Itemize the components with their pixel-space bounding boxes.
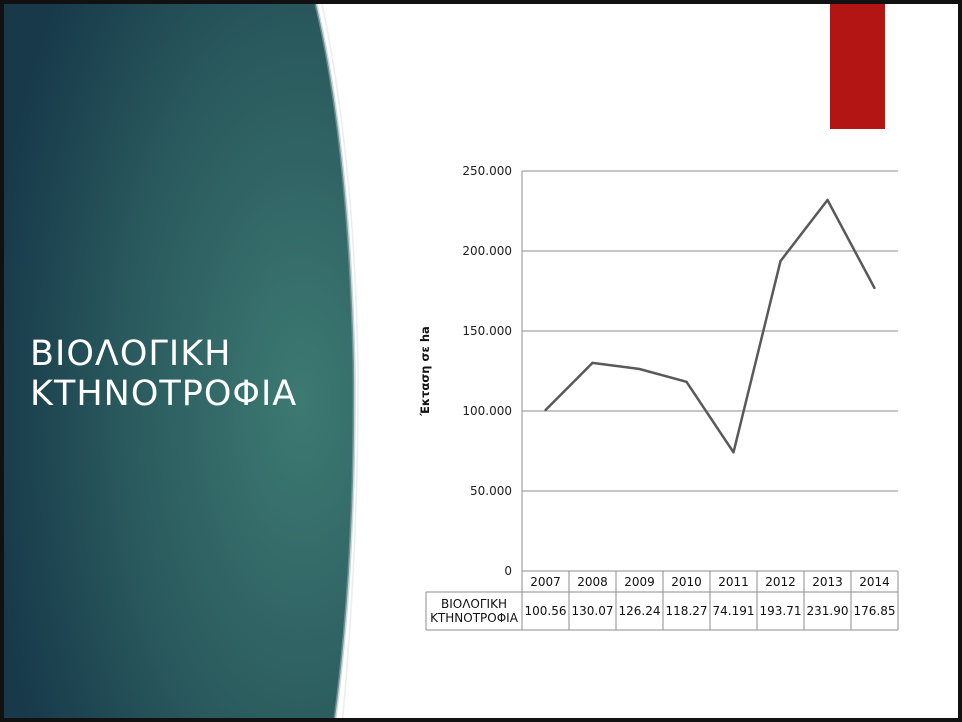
table-value-cell: 74.191 xyxy=(713,604,755,618)
slide-title-line-1: ΒΙΟΛΟΓΙΚΗ xyxy=(30,334,232,374)
y-tick-label: 250.000 xyxy=(462,164,512,178)
series-line xyxy=(544,198,876,454)
data-table: 2007 100.56 2008 130.07 2009 126.24 2010 118.27… xyxy=(425,570,899,631)
slide-title: ΒΙΟΛΟΓΙΚΗ ΚΤΗΝΟΤΡΟΦΙΑ xyxy=(30,334,330,414)
x-tick-label: 2009 xyxy=(624,575,655,589)
table-value-cell: 100.56 xyxy=(525,604,567,618)
data-point xyxy=(544,408,547,412)
accent-bar xyxy=(830,4,885,129)
data-point xyxy=(685,380,688,383)
series-name-label: ΚΤΗΝΟΤΡΟΦΙΑ xyxy=(430,611,519,625)
x-tick-label: 2010 xyxy=(671,575,702,589)
x-tick-label: 2007 xyxy=(530,575,561,589)
y-axis-label: Έκταση σε ha xyxy=(418,326,432,417)
data-point xyxy=(732,451,735,454)
table-value-cell: 118.27 xyxy=(666,604,708,618)
x-tick-label: 2012 xyxy=(765,575,796,589)
data-point xyxy=(591,361,594,365)
y-tick-label: 50.000 xyxy=(470,484,512,498)
table-value-cell: 126.24 xyxy=(619,604,661,618)
y-tick-label: 0 xyxy=(504,564,512,578)
table-value-cell: 176.85 xyxy=(854,604,896,618)
x-tick-label: 2013 xyxy=(812,575,843,589)
data-point xyxy=(779,259,782,263)
x-tick-label: 2011 xyxy=(718,575,749,589)
decorative-side-panel xyxy=(4,4,359,718)
data-point xyxy=(638,367,641,371)
table-value-cell: 231.90 xyxy=(807,604,849,618)
y-axis-ticks: 0 50.000 100.000 150.000 200.000 250.000 xyxy=(462,164,512,578)
series-name-label: ΒΙΟΛΟΓΙΚΗ xyxy=(441,597,507,611)
x-tick-label: 2014 xyxy=(859,575,890,589)
gridlines xyxy=(521,170,898,630)
data-point xyxy=(873,286,876,290)
x-tick-label: 2008 xyxy=(577,575,608,589)
y-tick-label: 150.000 xyxy=(462,324,512,338)
series-line-path xyxy=(544,198,876,454)
y-tick-label: 200.000 xyxy=(462,244,512,258)
y-tick-label: 100.000 xyxy=(462,404,512,418)
table-value-cell: 130.07 xyxy=(572,604,614,618)
slide-title-line-2: ΚΤΗΝΟΤΡΟΦΙΑ xyxy=(30,374,298,414)
table-value-cell: 193.71 xyxy=(760,604,802,618)
data-point xyxy=(826,198,829,202)
